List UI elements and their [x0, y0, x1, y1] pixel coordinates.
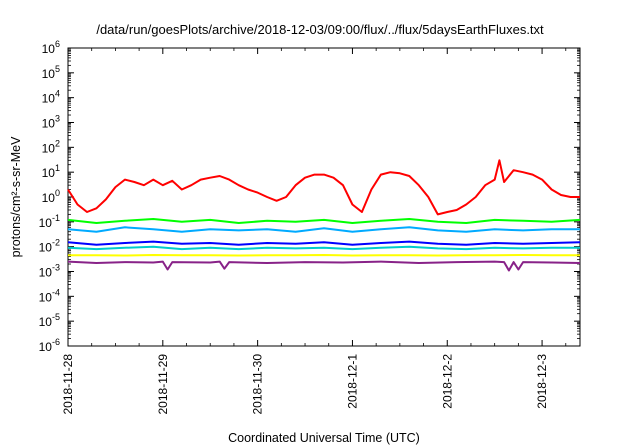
series-line-6	[67, 260, 581, 272]
y-tick-exponent: -6	[52, 337, 60, 347]
y-tick-label: 102	[42, 138, 60, 155]
y-tick-label: 10-3	[39, 263, 60, 280]
x-tick-label: 2018-12-3	[535, 354, 549, 409]
y-tick-base: 10	[39, 340, 53, 354]
y-tick-label: 10-2	[39, 238, 60, 255]
y-tick-base: 10	[42, 67, 56, 81]
chart-title: /data/run/goesPlots/archive/2018-12-03/0…	[96, 22, 544, 37]
y-tick-base: 10	[42, 92, 56, 106]
x-tick-label: 2018-11-30	[251, 354, 265, 415]
y-tick-label: 101	[42, 163, 60, 180]
y-tick-base: 10	[42, 141, 56, 155]
series-line-4	[67, 245, 580, 251]
y-tick-exponent: 3	[55, 114, 60, 124]
y-tick-base: 10	[39, 216, 53, 230]
plot-frame	[67, 47, 581, 347]
series-line-3	[67, 240, 581, 246]
y-tick-base: 10	[42, 166, 56, 180]
y-tick-label: 103	[42, 114, 60, 131]
x-axis-label: Coordinated Universal Time (UTC)	[228, 431, 420, 445]
y-tick-label: 105	[42, 64, 60, 81]
y-tick-label: 100	[42, 188, 60, 205]
x-tick-label: 2018-12-2	[440, 354, 454, 409]
y-tick-base: 10	[39, 266, 53, 280]
y-tick-exponent: 2	[55, 138, 60, 148]
y-tick-exponent: -1	[52, 213, 60, 223]
y-tick-base: 10	[42, 191, 56, 205]
y-tick-exponent: 1	[55, 163, 60, 173]
y-tick-base: 10	[39, 241, 53, 255]
y-axis-ticks: 10-610-510-410-310-210-11001011021031041…	[39, 39, 580, 354]
series-line-5	[68, 254, 580, 257]
series-line-1	[67, 218, 581, 224]
series-line-0	[67, 159, 580, 216]
y-tick-exponent: 5	[55, 64, 60, 74]
y-tick-label: 10-1	[39, 213, 60, 230]
y-tick-exponent: -5	[52, 312, 60, 322]
y-tick-label: 10-4	[39, 287, 60, 304]
y-tick-base: 10	[42, 42, 56, 56]
y-tick-exponent: 0	[55, 188, 60, 198]
y-tick-label: 10-5	[39, 312, 60, 329]
y-tick-label: 104	[42, 89, 60, 106]
y-tick-base: 10	[39, 315, 53, 329]
y-tick-exponent: -2	[52, 238, 60, 248]
x-tick-label: 2018-11-29	[156, 354, 170, 415]
x-tick-label: 2018-12-1	[345, 354, 359, 409]
y-tick-exponent: -3	[52, 263, 60, 273]
y-tick-exponent: 4	[55, 89, 60, 99]
x-axis-ticks: 2018-11-28 2018-11-29 2018-11-30 2018-12-1 2…	[61, 48, 567, 415]
y-tick-exponent: 6	[55, 39, 60, 49]
x-tick-label: 2018-11-28	[61, 354, 75, 415]
y-tick-label: 10-6	[39, 337, 60, 354]
y-axis-label: protons/cm²-s-sr-MeV	[9, 136, 23, 258]
y-tick-exponent: -4	[52, 287, 60, 297]
series-line-2	[67, 226, 580, 233]
series-layer	[67, 159, 581, 272]
y-tick-base: 10	[42, 117, 56, 131]
y-tick-base: 10	[39, 290, 53, 304]
y-tick-label: 106	[42, 39, 60, 56]
